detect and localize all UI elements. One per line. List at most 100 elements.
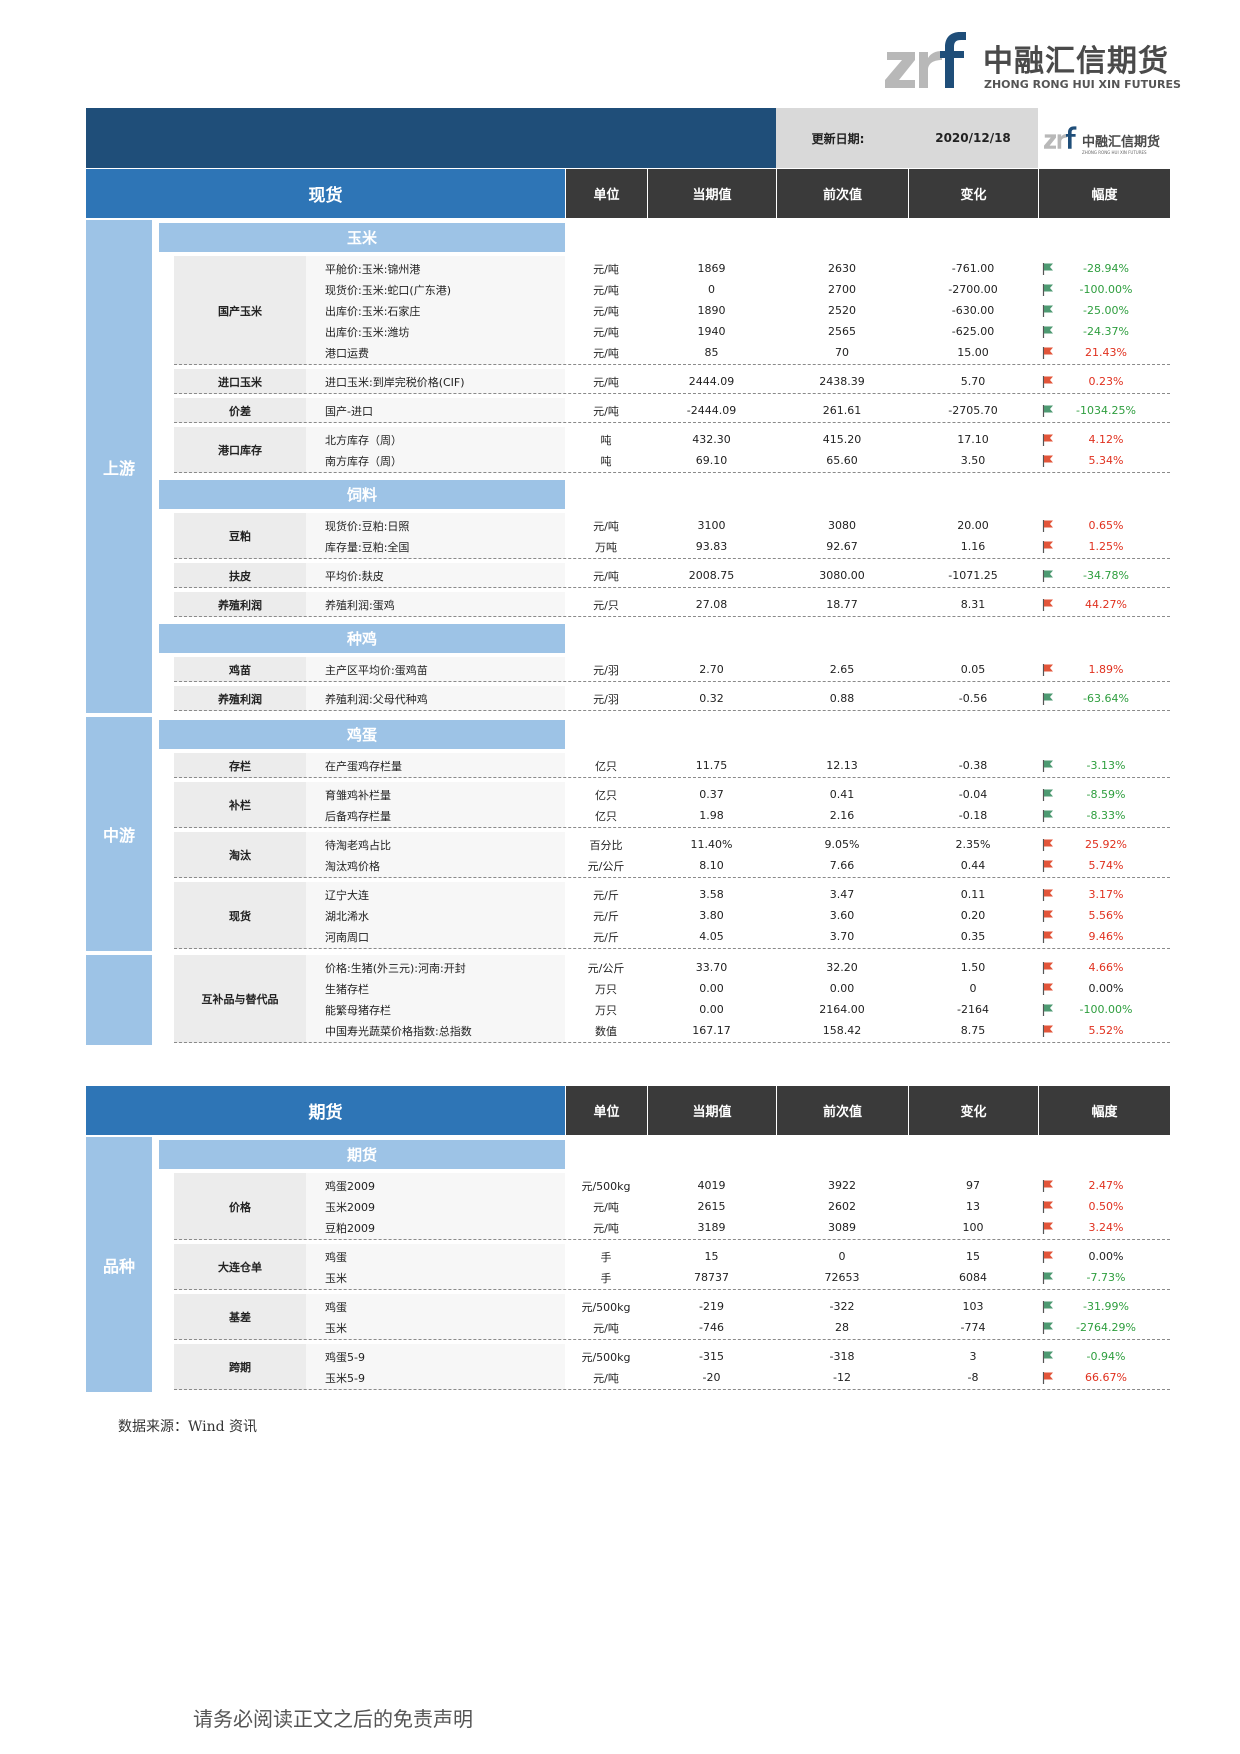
column-header: 当期值 bbox=[648, 1086, 776, 1135]
update-date: 2020/12/18 bbox=[935, 131, 1011, 145]
trend-flag bbox=[1042, 839, 1053, 851]
unit: 吨 bbox=[600, 454, 612, 468]
previous-value: 72653 bbox=[824, 1271, 860, 1284]
group-label: 跨期 bbox=[174, 1344, 306, 1390]
trend-flag bbox=[1042, 284, 1053, 296]
change: 97 bbox=[966, 1179, 980, 1192]
unit: 元/斤 bbox=[593, 909, 619, 923]
trend-flag bbox=[1042, 693, 1053, 705]
item-name: 价格:生猪(外三元):河南:开封 bbox=[325, 961, 466, 975]
unit: 元/吨 bbox=[593, 404, 619, 418]
item-name: 养殖利润:父母代种鸡 bbox=[325, 692, 428, 706]
group-background bbox=[306, 592, 565, 617]
trend-flag bbox=[1042, 1222, 1053, 1234]
change-percent: 3.24% bbox=[1088, 1221, 1124, 1234]
column-header: 变化 bbox=[909, 169, 1038, 218]
change: 6084 bbox=[959, 1271, 987, 1284]
column-header: 幅度 bbox=[1039, 1086, 1170, 1135]
change-percent: 44.27% bbox=[1085, 598, 1127, 611]
change: -761.00 bbox=[951, 262, 995, 275]
current-value: 3.80 bbox=[699, 909, 724, 922]
unit: 元/只 bbox=[593, 598, 619, 612]
group-background bbox=[306, 882, 565, 949]
column-header: 变化 bbox=[909, 1086, 1038, 1135]
current-value: -20 bbox=[702, 1371, 721, 1384]
column-header: 当期值 bbox=[648, 169, 776, 218]
flag-shape bbox=[1044, 1025, 1053, 1033]
region-cell: 上游 bbox=[86, 220, 152, 713]
flag-shape bbox=[1044, 347, 1053, 355]
group-background bbox=[306, 256, 565, 365]
item-name: 港口运费 bbox=[325, 346, 369, 360]
flag-shape bbox=[1044, 962, 1053, 970]
change-percent: -2764.29% bbox=[1076, 1321, 1136, 1334]
unit: 元/公斤 bbox=[587, 859, 625, 873]
flag-shape bbox=[1044, 839, 1053, 847]
item-name: 北方库存（周） bbox=[325, 433, 402, 447]
trend-flag bbox=[1042, 1201, 1053, 1213]
change: -1071.25 bbox=[948, 569, 998, 582]
item-name: 湖北浠水 bbox=[325, 909, 369, 923]
row-divider bbox=[174, 777, 1170, 778]
change-percent: 1.89% bbox=[1088, 663, 1124, 676]
group-background bbox=[306, 753, 565, 778]
update-cell bbox=[776, 108, 1038, 168]
unit: 元/500kg bbox=[581, 1350, 631, 1364]
unit: 元/吨 bbox=[593, 346, 619, 360]
group-background bbox=[306, 1173, 565, 1240]
trend-flag bbox=[1042, 599, 1053, 611]
item-name: 后备鸡存栏量 bbox=[325, 809, 391, 823]
flag-shape bbox=[1044, 1180, 1053, 1188]
item-name: 进口玉米:到岸完税价格(CIF) bbox=[325, 375, 465, 389]
flag-shape bbox=[1044, 326, 1053, 334]
trend-flag bbox=[1042, 1251, 1053, 1263]
logo-f bbox=[940, 32, 966, 88]
item-name: 在产蛋鸡存栏量 bbox=[325, 759, 402, 773]
flag-shape bbox=[1044, 570, 1053, 578]
item-name: 玉米 bbox=[325, 1271, 347, 1285]
group-background bbox=[306, 513, 565, 559]
change-percent: 0.00% bbox=[1088, 1250, 1124, 1263]
previous-value: 28 bbox=[835, 1321, 849, 1334]
item-name: 中国寿光蔬菜价格指数:总指数 bbox=[325, 1024, 472, 1038]
flag-shape bbox=[1044, 284, 1053, 292]
trend-flag bbox=[1042, 983, 1053, 995]
group-label: 养殖利润 bbox=[174, 686, 306, 711]
current-value: 69.10 bbox=[695, 454, 728, 467]
change-percent: -34.78% bbox=[1083, 569, 1129, 582]
trend-flag bbox=[1042, 376, 1053, 388]
change: 103 bbox=[962, 1300, 984, 1313]
current-value: 3100 bbox=[697, 519, 726, 532]
previous-value: 158.42 bbox=[822, 1024, 862, 1037]
current-value: -315 bbox=[699, 1350, 724, 1363]
previous-value: -12 bbox=[833, 1371, 851, 1384]
group-label: 扶皮 bbox=[174, 563, 306, 588]
unit: 元/吨 bbox=[593, 304, 619, 318]
previous-value: -322 bbox=[829, 1300, 855, 1313]
change: -625.00 bbox=[951, 325, 995, 338]
subsection-title: 玉米 bbox=[159, 223, 565, 252]
change: 0.11 bbox=[960, 888, 986, 901]
change-percent: 21.43% bbox=[1085, 346, 1127, 359]
flag-shape bbox=[1044, 931, 1053, 939]
previous-value: 3089 bbox=[828, 1221, 856, 1234]
logo-name: 中融汇信期货 bbox=[983, 44, 1169, 79]
group-label: 大连仓单 bbox=[174, 1244, 306, 1290]
current-value: 93.83 bbox=[695, 540, 728, 553]
item-name: 生猪存栏 bbox=[325, 982, 369, 996]
current-value: 0.32 bbox=[699, 692, 724, 705]
small-logo-mark bbox=[1044, 126, 1077, 149]
section-title: 现货 bbox=[86, 169, 565, 218]
change-percent: 4.12% bbox=[1088, 433, 1124, 446]
unit: 万只 bbox=[595, 1003, 617, 1017]
previous-value: 2520 bbox=[828, 304, 856, 317]
previous-value: 32.20 bbox=[826, 961, 858, 974]
change-percent: -3.13% bbox=[1086, 759, 1126, 772]
group-background bbox=[306, 369, 565, 394]
previous-value: 415.20 bbox=[822, 433, 862, 446]
item-name: 玉米5-9 bbox=[325, 1371, 365, 1385]
flag-shape bbox=[1044, 1372, 1053, 1380]
unit: 元/吨 bbox=[593, 283, 619, 297]
